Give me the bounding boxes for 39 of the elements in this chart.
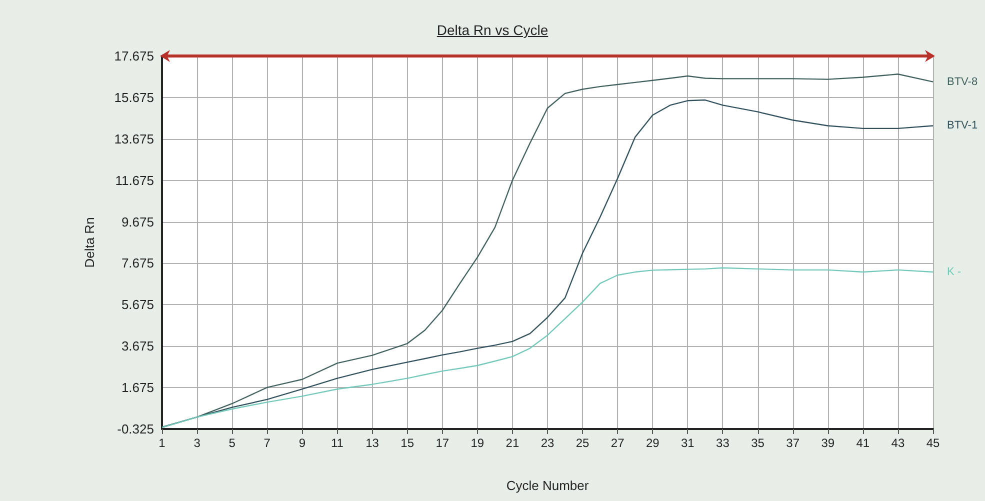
chart-title: Delta Rn vs Cycle: [436, 22, 550, 38]
x-tick-label: 17: [436, 436, 450, 450]
x-tick-label: 45: [926, 436, 940, 450]
x-tick-label: 9: [298, 436, 306, 450]
y-tick-label: 7.675: [121, 256, 154, 271]
x-tick-label: 11: [330, 436, 344, 450]
y-axis-title: Delta Rn: [82, 217, 97, 268]
x-tick-label: 3: [194, 436, 201, 450]
x-tick-label: 31: [681, 436, 695, 450]
series-label: K -: [947, 266, 962, 278]
x-tick-label: 37: [786, 436, 800, 450]
x-tick-label: 25: [576, 436, 590, 450]
y-tick-label: 5.675: [121, 297, 154, 312]
x-tick-label: 15: [400, 436, 414, 450]
y-tick-label: 17.675: [114, 48, 154, 64]
x-tick-label: 1: [158, 436, 166, 450]
y-tick-label: -0.325: [117, 422, 154, 436]
y-tick-label: 15.675: [114, 90, 154, 105]
x-tick-label: 43: [891, 436, 905, 450]
x-tick-label: 39: [821, 436, 835, 450]
x-axis-title: Cycle Number: [506, 478, 590, 493]
x-tick-label: 5: [228, 436, 236, 450]
y-tick-label: 9.675: [121, 214, 154, 230]
y-tick-label: 3.675: [121, 338, 154, 354]
x-tick-label: 13: [366, 436, 380, 450]
x-tick-label: 41: [856, 436, 870, 450]
y-tick-label: 11.675: [115, 172, 154, 188]
x-tick-label: 35: [751, 436, 765, 450]
x-tick-label: 21: [506, 436, 520, 450]
series-label: BTV-8: [947, 76, 978, 88]
x-tick-label: 29: [646, 436, 660, 450]
x-tick-label: 23: [540, 436, 554, 450]
y-tick-label: 1.675: [121, 380, 154, 396]
x-tick-label: 19: [470, 436, 484, 450]
series-label: BTV-1: [947, 120, 978, 132]
x-tick-label: 33: [716, 436, 730, 450]
x-tick-label: 7: [264, 436, 271, 450]
y-tick-label: 13.675: [114, 131, 154, 146]
x-tick-label: 27: [610, 436, 625, 450]
